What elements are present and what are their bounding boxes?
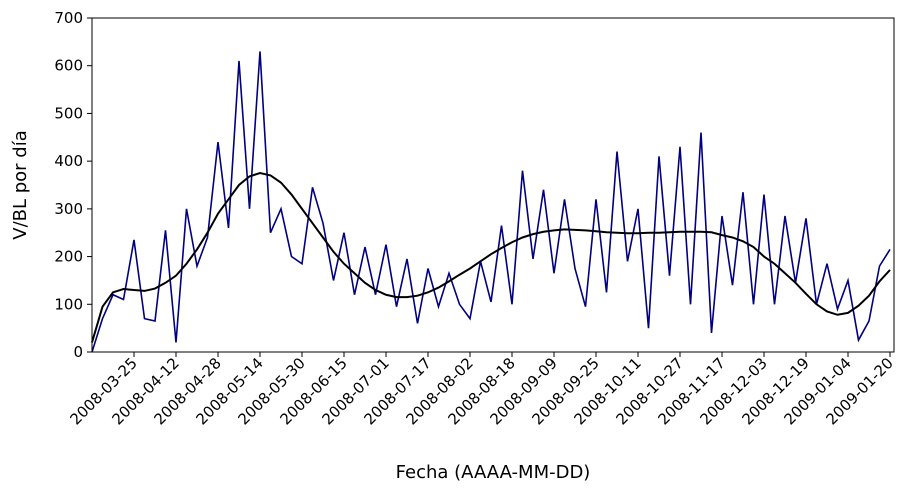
series-line [91,51,891,353]
plot-frame [91,17,895,353]
series-line [91,172,891,343]
y-tick-label: 600 [54,57,83,75]
x-axis-label: Fecha (AAAA-MM-DD) [396,462,591,483]
y-tick-label: 500 [54,104,83,122]
y-tick-label: 200 [54,248,83,266]
y-axis-label: V/BL por día [10,130,31,240]
y-tick-label: 400 [54,152,83,170]
y-tick-label: 300 [54,200,83,218]
y-tick-label: 700 [54,9,83,27]
y-tick-label: 100 [54,295,83,313]
y-tick-label: 0 [73,343,83,361]
